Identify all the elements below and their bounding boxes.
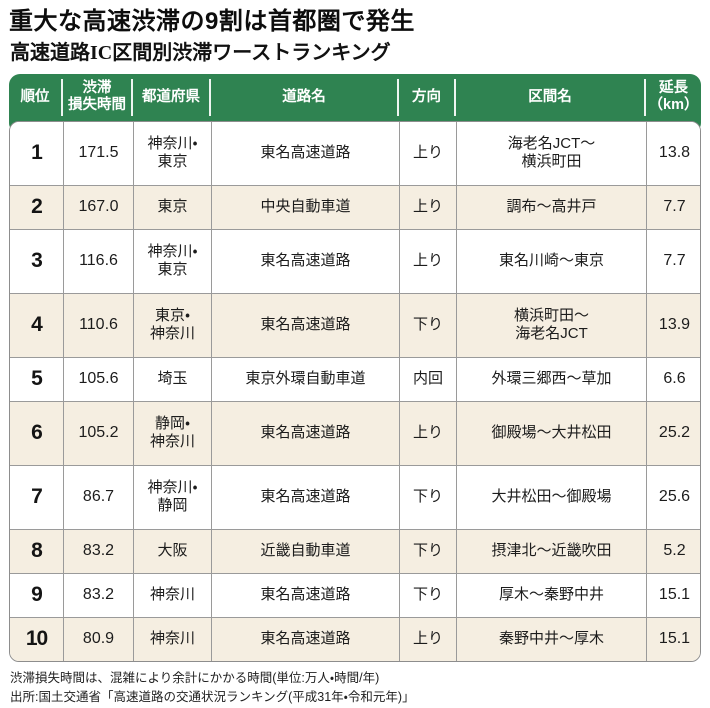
table-row: 5 105.6 埼玉 東京外環自動車道 内回 外環三郷西～草加 6.6 [10, 356, 700, 401]
cell-section: 横浜町田～ 海老名JCT [457, 293, 647, 357]
cell-rank: 9 [10, 573, 64, 617]
cell-prefecture: 東京・ 神奈川 [134, 293, 212, 357]
cell-section: 調布～高井戸 [457, 185, 647, 229]
col-header-direction: 方向 [399, 78, 456, 116]
cell-loss-time: 167.0 [64, 185, 134, 229]
cell-section: 摂津北～近畿吹田 [457, 529, 647, 573]
cell-road: 近畿自動車道 [212, 529, 400, 573]
cell-direction: 下り [400, 293, 457, 357]
cell-direction: 上り [400, 185, 457, 229]
cell-length: 5.2 [663, 542, 686, 560]
cell-section: 外環三郷西～草加 [457, 357, 647, 401]
note-source: 出所:国土交通省「高速道路の交通状況ランキング(平成31年・令和元年)」 [10, 690, 415, 705]
cell-rank: 6 [10, 401, 64, 465]
cell-direction: 上り [400, 401, 457, 465]
cell-road: 東名高速道路 [212, 617, 400, 661]
cell-rank: 8 [10, 529, 64, 573]
cell-rank: 10 [10, 617, 64, 661]
cell-road: 東名高速道路 [212, 229, 400, 293]
col-header-road: 道路名 [211, 78, 399, 116]
cell-section: 御殿場～大井松田 [457, 401, 647, 465]
cell-rank: 1 [10, 121, 64, 185]
cell-loss-time: 105.6 [64, 357, 134, 401]
cell-prefecture: 神奈川 [134, 573, 212, 617]
cell-rank: 5 [10, 357, 64, 401]
footnotes: 渋滞損失時間は、混雑により余計にかかる時間(単位:万人・時間/年) 出所:国土交… [10, 669, 701, 708]
cell-prefecture: 神奈川・ 東京 [134, 229, 212, 293]
cell-section: 海老名JCT～ 横浜町田 [457, 121, 647, 185]
table-row: 3 116.6 神奈川・ 東京 東名高速道路 上り 東名川崎～東京 7.7 [10, 228, 700, 293]
table-row: 4 110.6 東京・ 神奈川 東名高速道路 下り 横浜町田～ 海老名JCT 1… [10, 292, 700, 357]
cell-length: 15.1 [658, 586, 691, 604]
table-row: 6 105.2 静岡・ 神奈川 東名高速道路 上り 御殿場～大井松田 25.2 [10, 400, 700, 465]
cell-road: 中央自動車道 [212, 185, 400, 229]
cell-direction: 上り [400, 121, 457, 185]
cell-prefecture: 東京 [134, 185, 212, 229]
table-body: 1 171.5 神奈川・ 東京 東名高速道路 上り 海老名JCT～ 横浜町田 1… [9, 120, 701, 662]
cell-prefecture: 静岡・ 神奈川 [134, 401, 212, 465]
cell-prefecture: 神奈川・ 東京 [134, 121, 212, 185]
cell-loss-time: 80.9 [64, 617, 134, 661]
table-row: 10 80.9 神奈川 東名高速道路 上り 秦野中井～厚木 15.1 [10, 616, 700, 661]
cell-direction: 上り [400, 229, 457, 293]
cell-length: 15.1 [658, 630, 691, 648]
cell-rank: 3 [10, 229, 64, 293]
cell-length: 25.6 [658, 488, 691, 506]
table-row: 8 83.2 大阪 近畿自動車道 下り 摂津北～近畿吹田 5.2 [10, 528, 700, 573]
cell-direction: 下り [400, 529, 457, 573]
cell-length: 7.7 [663, 198, 686, 216]
cell-section: 東名川崎～東京 [457, 229, 647, 293]
cell-direction: 下り [400, 573, 457, 617]
cell-prefecture: 神奈川・ 静岡 [134, 465, 212, 529]
page-title: 重大な高速渋滞の9割は首都圏で発生 [9, 8, 415, 35]
cell-loss-time: 83.2 [64, 573, 134, 617]
cell-road: 東名高速道路 [212, 573, 400, 617]
cell-loss-time: 86.7 [64, 465, 134, 529]
cell-length: 6.6 [663, 370, 686, 388]
cell-prefecture: 埼玉 [134, 357, 212, 401]
col-header-prefecture: 都道府県 [133, 78, 211, 116]
note-definition: 渋滞損失時間は、混雑により余計にかかる時間(単位:万人・時間/年) [10, 670, 380, 685]
cell-rank: 7 [10, 465, 64, 529]
col-header-loss-time: 渋滞 損失時間 [63, 78, 133, 116]
cell-prefecture: 大阪 [134, 529, 212, 573]
cell-direction: 上り [400, 617, 457, 661]
cell-road: 東名高速道路 [212, 293, 400, 357]
cell-section: 厚木～秦野中井 [457, 573, 647, 617]
cell-section: 大井松田～御殿場 [457, 465, 647, 529]
cell-rank: 4 [10, 293, 64, 357]
table-row: 9 83.2 神奈川 東名高速道路 下り 厚木～秦野中井 15.1 [10, 572, 700, 617]
table-row: 1 171.5 神奈川・ 東京 東名高速道路 上り 海老名JCT～ 横浜町田 1… [10, 121, 700, 185]
table-row: 2 167.0 東京 中央自動車道 上り 調布～高井戸 7.7 [10, 184, 700, 229]
cell-loss-time: 116.6 [64, 229, 134, 293]
cell-road: 東名高速道路 [212, 121, 400, 185]
cell-direction: 下り [400, 465, 457, 529]
cell-length: 7.7 [663, 252, 686, 270]
table-subtitle: 高速道路IC区間別渋滞ワーストランキング [10, 41, 391, 64]
cell-loss-time: 105.2 [64, 401, 134, 465]
ranking-table: 順位 渋滞 損失時間 都道府県 道路名 方向 区間名 延長 （km） 1 171… [9, 73, 701, 662]
cell-loss-time: 83.2 [64, 529, 134, 573]
cell-length: 25.2 [658, 424, 691, 442]
col-header-section: 区間名 [456, 78, 646, 116]
cell-rank: 2 [10, 185, 64, 229]
cell-road: 東京外環自動車道 [212, 357, 400, 401]
cell-length: 13.9 [658, 316, 691, 334]
cell-road: 東名高速道路 [212, 401, 400, 465]
cell-prefecture: 神奈川 [134, 617, 212, 661]
table-row: 7 86.7 神奈川・ 静岡 東名高速道路 下り 大井松田～御殿場 25.6 [10, 464, 700, 529]
cell-road: 東名高速道路 [212, 465, 400, 529]
cell-loss-time: 110.6 [64, 293, 134, 357]
cell-direction: 内回 [400, 357, 457, 401]
col-header-rank: 順位 [9, 78, 63, 116]
cell-loss-time: 171.5 [64, 121, 134, 185]
cell-length: 13.8 [658, 144, 691, 162]
col-header-length: 延長 （km） [648, 79, 699, 114]
cell-section: 秦野中井～厚木 [457, 617, 647, 661]
